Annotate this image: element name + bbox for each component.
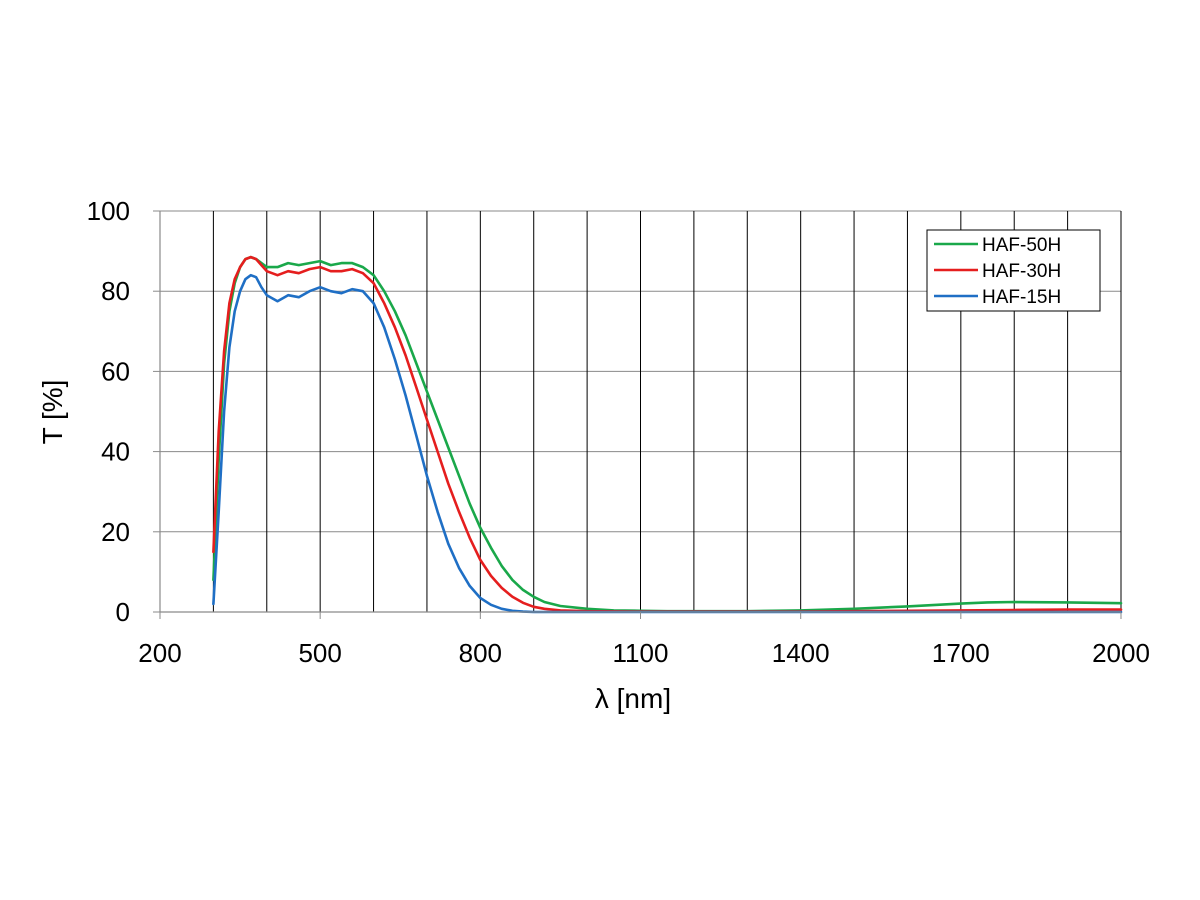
x-tick-label-1400: 1400 <box>772 638 830 668</box>
legend-label-haf-50h: HAF-50H <box>982 235 1061 256</box>
grid-layer <box>160 210 1122 612</box>
y-tick-label-80: 80 <box>101 276 130 306</box>
y-tick-label-60: 60 <box>101 356 130 386</box>
x-tick-label-2000: 2000 <box>1092 638 1150 668</box>
x-axis-label: λ [nm] <box>595 683 671 714</box>
x-tick-label-800: 800 <box>459 638 502 668</box>
y-tick-label-40: 40 <box>101 437 130 467</box>
y-axis-label: T [%] <box>37 380 68 445</box>
series-line-haf-15h <box>212 273 1123 614</box>
legend: HAF-50H HAF-30H HAF-15H <box>926 229 1101 312</box>
y-tick-label-20: 20 <box>101 517 130 547</box>
y-tick-label-0: 0 <box>116 597 130 627</box>
x-tick-label-500: 500 <box>298 638 341 668</box>
legend-label-haf-30h: HAF-30H <box>982 261 1061 282</box>
y-tick-label-100: 100 <box>87 196 130 226</box>
x-tick-label-200: 200 <box>138 638 181 668</box>
ticks-layer: 0 20 40 60 80 100 200 500 800 1100 1400 1700 2000 <box>87 196 1150 668</box>
x-tick-label-1100: 1100 <box>613 638 669 668</box>
legend-label-haf-15h: HAF-15H <box>982 287 1061 308</box>
x-tick-label-1700: 1700 <box>932 638 990 668</box>
legend-items: HAF-50H HAF-30H HAF-15H <box>934 235 1061 308</box>
